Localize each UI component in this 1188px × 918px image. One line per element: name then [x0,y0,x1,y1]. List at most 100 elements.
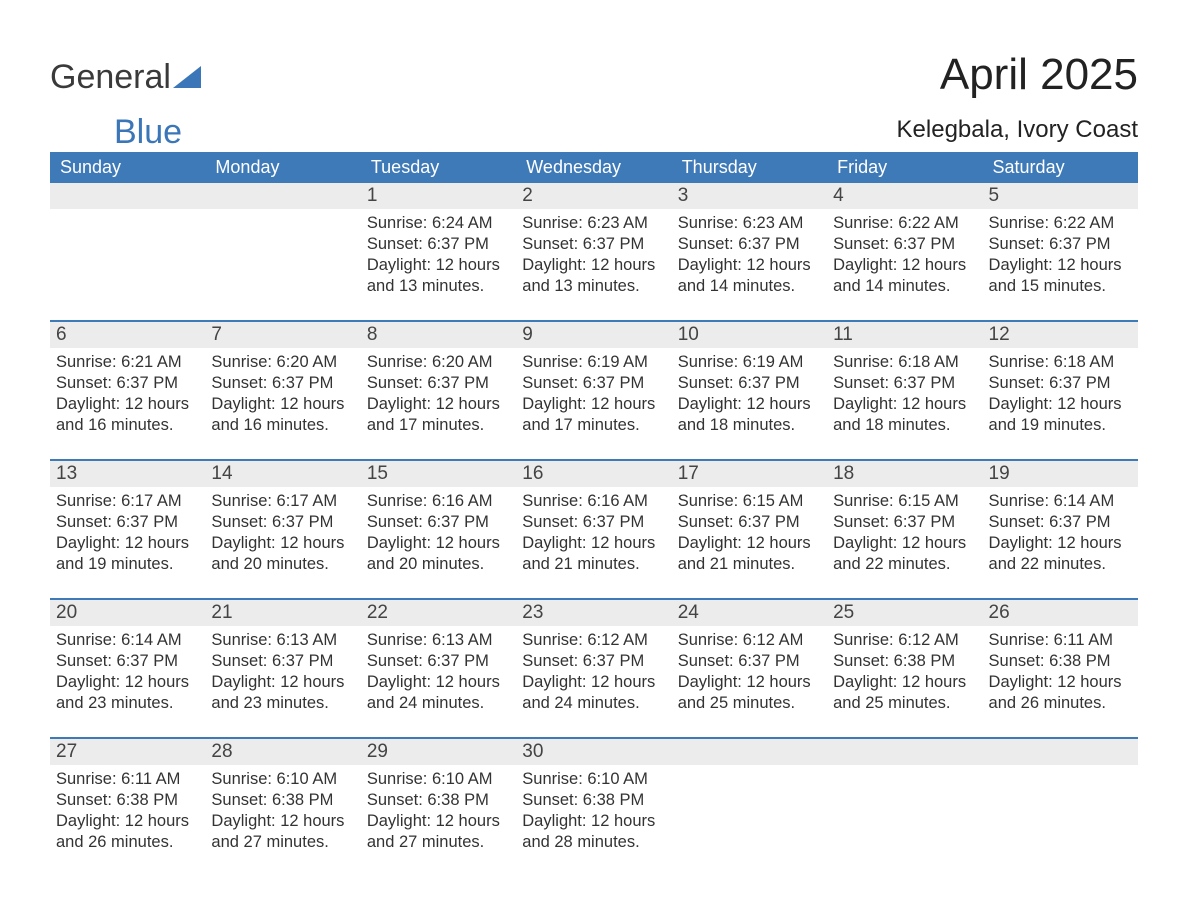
day-number-cell: 12 [983,321,1138,348]
sunrise-line: Sunrise: 6:15 AM [833,492,959,510]
daylight-line: Daylight: 12 hours and 14 minutes. [833,256,966,295]
sunrise-line: Sunrise: 6:11 AM [989,631,1113,649]
daylight-line: Daylight: 12 hours and 22 minutes. [989,534,1122,573]
sunset-line: Sunset: 6:37 PM [522,235,644,253]
day-number-cell [205,183,360,209]
day-info-cell: Sunrise: 6:16 AM Sunset: 6:37 PM Daylight:… [361,487,516,599]
day-header: Wednesday [516,152,671,183]
day-number-cell: 6 [50,321,205,348]
sunset-line: Sunset: 6:37 PM [211,652,333,670]
day-header: Friday [827,152,982,183]
daylight-line: Daylight: 12 hours and 17 minutes. [367,395,500,434]
daylight-line: Daylight: 12 hours and 26 minutes. [56,812,189,851]
daylight-line: Daylight: 12 hours and 27 minutes. [367,812,500,851]
sunrise-line: Sunrise: 6:21 AM [56,353,182,371]
sunrise-line: Sunrise: 6:13 AM [211,631,337,649]
sunset-line: Sunset: 6:37 PM [211,374,333,392]
day-info-cell: Sunrise: 6:18 AM Sunset: 6:37 PM Daylight:… [827,348,982,460]
sunrise-line: Sunrise: 6:20 AM [367,353,493,371]
sunrise-line: Sunrise: 6:18 AM [989,353,1115,371]
day-info-cell: Sunrise: 6:10 AMSunset: 6:38 PMDaylight:… [361,765,516,877]
day-number-cell: 15 [361,460,516,487]
daylight-line: Daylight: 12 hours and 19 minutes. [56,534,189,573]
sunset-line: Sunset: 6:38 PM [989,652,1111,670]
sunset-line: Sunset: 6:37 PM [678,513,800,531]
brand-logo: General [50,58,203,97]
day-header: Saturday [983,152,1138,183]
daylight-line: Daylight: 12 hours and 18 minutes. [678,395,811,434]
daylight-line: Daylight: 12 hours and 20 minutes. [367,534,500,573]
day-number-cell: 22 [361,599,516,626]
day-number-cell: 1 [361,183,516,209]
day-number-cell: 23 [516,599,671,626]
sunset-line: Sunset: 6:37 PM [367,513,489,531]
day-info-cell: Sunrise: 6:22 AMSunset: 6:37 PMDaylight:… [827,209,982,321]
calendar-header-row: Sunday Monday Tuesday Wednesday Thursday… [50,152,1138,183]
day-info-cell: Sunrise: 6:12 AMSunset: 6:37 PMDaylight:… [516,626,671,738]
day-info-cell [205,209,360,321]
sunrise-line: Sunrise: 6:18 AM [833,353,959,371]
day-info-cell: Sunrise: 6:23 AMSunset: 6:37 PMDaylight:… [516,209,671,321]
day-info-cell: Sunrise: 6:14 AMSunset: 6:37 PMDaylight:… [50,626,205,738]
daylight-line: Daylight: 12 hours and 20 minutes. [211,534,344,573]
sunrise-line: Sunrise: 6:11 AM [56,770,180,788]
sunrise-line: Sunrise: 6:16 AM [367,492,493,510]
sunrise-line: Sunrise: 6:22 AM [833,214,959,232]
sunrise-line: Sunrise: 6:19 AM [522,353,648,371]
day-number-cell: 14 [205,460,360,487]
sunrise-line: Sunrise: 6:20 AM [211,353,337,371]
day-info-cell [50,209,205,321]
sunset-line: Sunset: 6:37 PM [678,374,800,392]
sunset-line: Sunset: 6:38 PM [367,791,489,809]
daylight-line: Daylight: 12 hours and 19 minutes. [989,395,1122,434]
day-info-cell: Sunrise: 6:13 AMSunset: 6:37 PMDaylight:… [205,626,360,738]
sunset-line: Sunset: 6:38 PM [211,791,333,809]
day-info-cell: Sunrise: 6:24 AMSunset: 6:37 PMDaylight:… [361,209,516,321]
sunrise-line: Sunrise: 6:22 AM [989,214,1115,232]
sunset-line: Sunset: 6:38 PM [522,791,644,809]
day-info-cell [672,765,827,877]
sunset-line: Sunset: 6:37 PM [833,374,955,392]
sunset-line: Sunset: 6:37 PM [367,374,489,392]
sunrise-line: Sunrise: 6:15 AM [678,492,804,510]
page-title: April 2025 [940,50,1138,100]
sunset-line: Sunset: 6:38 PM [56,791,178,809]
day-info-cell: Sunrise: 6:18 AMSunset: 6:37 PMDaylight:… [983,348,1138,460]
sunset-line: Sunset: 6:37 PM [833,513,955,531]
day-info-cell: Sunrise: 6:19 AMSunset: 6:37 PMDaylight:… [672,348,827,460]
day-number-cell: 10 [672,321,827,348]
day-info-cell: Sunrise: 6:20 AM Sunset: 6:37 PM Daylight:… [361,348,516,460]
day-info-cell: Sunrise: 6:11 AM Sunset: 6:38 PM Daylight:… [50,765,205,877]
day-number-cell: 2 [516,183,671,209]
daylight-line: Daylight: 12 hours and 22 minutes. [833,534,966,573]
day-info-cell: Sunrise: 6:14 AMSunset: 6:37 PMDaylight:… [983,487,1138,599]
sunrise-line: Sunrise: 6:10 AM [211,770,337,788]
daylight-line: Daylight: 12 hours and 18 minutes. [833,395,966,434]
day-number-cell [50,183,205,209]
day-info-cell: Sunrise: 6:17 AMSunset: 6:37 PMDaylight:… [205,487,360,599]
sail-icon [173,58,203,97]
day-info-cell [827,765,982,877]
brand-word-1: General [50,58,171,97]
sunrise-line: Sunrise: 6:12 AM [522,631,648,649]
daylight-line: Daylight: 12 hours and 23 minutes. [56,673,189,712]
day-number-cell: 13 [50,460,205,487]
daylight-line: Daylight: 12 hours and 21 minutes. [678,534,811,573]
daylight-line: Daylight: 12 hours and 14 minutes. [678,256,811,295]
sunset-line: Sunset: 6:37 PM [56,374,178,392]
sunset-line: Sunset: 6:37 PM [522,374,644,392]
daylight-line: Daylight: 12 hours and 16 minutes. [56,395,189,434]
sunrise-line: Sunrise: 6:17 AM [211,492,337,510]
daylight-line: Daylight: 12 hours and 24 minutes. [522,673,655,712]
day-number-cell: 5 [983,183,1138,209]
calendar-table: Sunday Monday Tuesday Wednesday Thursday… [50,152,1138,877]
sunrise-line: Sunrise: 6:12 AM [678,631,804,649]
day-number-cell [983,738,1138,765]
day-header: Sunday [50,152,205,183]
day-number-cell: 27 [50,738,205,765]
day-info-cell: Sunrise: 6:12 AMSunset: 6:38 PMDaylight:… [827,626,982,738]
sunrise-line: Sunrise: 6:12 AM [833,631,959,649]
day-info-cell: Sunrise: 6:20 AMSunset: 6:37 PMDaylight:… [205,348,360,460]
day-info-cell: Sunrise: 6:19 AMSunset: 6:37 PMDaylight:… [516,348,671,460]
sunset-line: Sunset: 6:37 PM [367,235,489,253]
